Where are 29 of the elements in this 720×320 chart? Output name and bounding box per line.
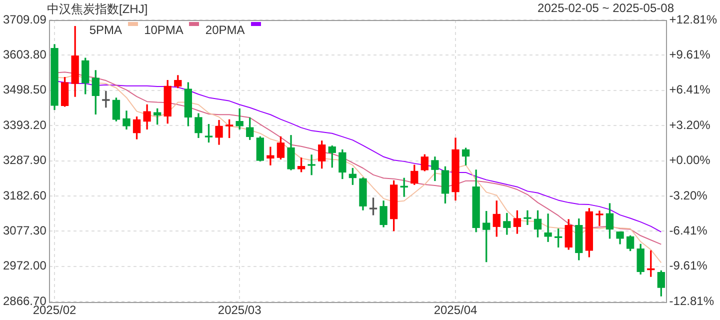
y2-tick-label: +3.20% xyxy=(669,118,711,132)
y-tick-label: 3498.50 xyxy=(2,82,47,97)
y2-tick-label: +0.00% xyxy=(669,153,711,168)
candlestick xyxy=(225,119,234,138)
y-tick-label: 2972.00 xyxy=(2,258,47,273)
y2-tick-label: +12.81% xyxy=(669,12,718,26)
legend-label: 5PMA xyxy=(89,23,122,37)
y2-tick-label: -12.81% xyxy=(669,294,714,308)
y-tick-label: 3182.60 xyxy=(2,188,47,202)
y2-tick-label: +6.41% xyxy=(669,82,711,97)
y2-tick-label: +9.61% xyxy=(669,47,711,62)
y2-tick-label: -9.61% xyxy=(669,258,708,273)
y2-tick-label: -3.20% xyxy=(669,188,708,202)
legend-label: 10PMA xyxy=(144,23,184,37)
chart-subtitle: 2025-02-05 ~ 2025-05-08 xyxy=(538,1,674,15)
y2-tick-label: -6.41% xyxy=(669,224,708,238)
candlestick xyxy=(308,154,316,176)
y-tick-label: 3077.30 xyxy=(2,224,47,238)
y-tick-label: 3393.20 xyxy=(2,118,47,132)
legend-label: 20PMA xyxy=(205,23,245,37)
y-tick-label: 3709.09 xyxy=(2,12,47,26)
y-tick-label: 3287.90 xyxy=(2,153,47,168)
candlestick xyxy=(204,124,213,143)
candlestick xyxy=(102,91,110,108)
candlestick xyxy=(369,198,378,216)
y-tick-label: 3603.80 xyxy=(2,48,47,62)
x-tick-label: 2025/03 xyxy=(218,303,262,318)
chart-title: 中汉焦炭指数[ZHJ] xyxy=(47,1,148,18)
x-tick-label: 2025/04 xyxy=(434,303,478,318)
